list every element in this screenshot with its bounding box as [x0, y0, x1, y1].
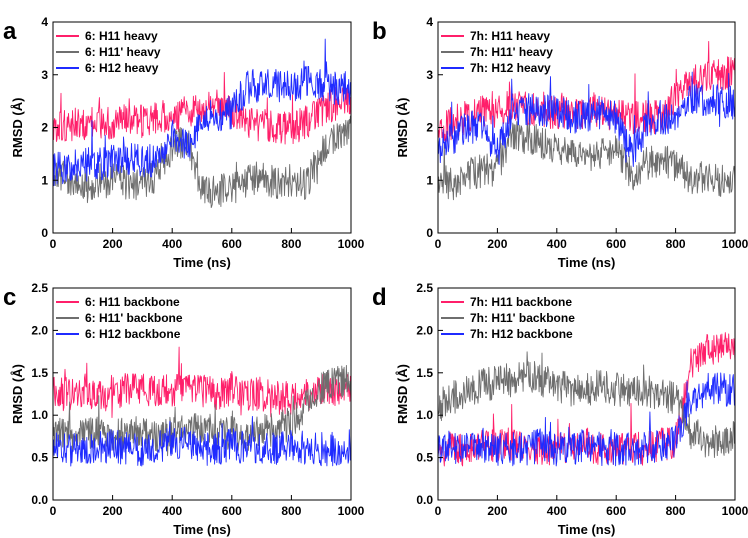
- y-tick-label: 2.5: [416, 281, 433, 295]
- x-tick-label: 1000: [722, 504, 748, 518]
- series-line-2: [53, 364, 351, 457]
- y-tick-label: 0.0: [31, 493, 48, 507]
- y-tick-label: 0.5: [416, 451, 433, 465]
- panel-b: b 0 200 400 600 800 1000 0 1 2 3 4 Time (ns) RMSD (Å)…: [372, 15, 748, 270]
- y-tick-label: 2.0: [31, 323, 48, 337]
- x-tick-label: 600: [606, 504, 626, 518]
- legend: 6: H11 backbone 6: H11' backbone 6: H12 ba…: [56, 295, 183, 341]
- panel-d: d 0 200 400 600 800 1000 0.0 0.5 1.0 1.5 2.0 2.5 Time…: [372, 281, 748, 537]
- x-tick-label: 400: [162, 504, 182, 518]
- panel-letter: d: [372, 284, 387, 311]
- series-line-2: [438, 351, 735, 458]
- traces: [53, 346, 351, 467]
- x-tick-label: 0: [50, 237, 57, 251]
- y-tick-label: 2.0: [416, 323, 433, 337]
- y-tick-label: 1: [41, 173, 48, 187]
- y-axis-title: RMSD (Å): [395, 364, 410, 424]
- y-tick-label: 4: [426, 15, 433, 29]
- legend-label: 7h: H12 backbone: [470, 327, 573, 341]
- y-tick-label: 0.0: [416, 493, 433, 507]
- x-tick-label: 600: [222, 237, 242, 251]
- x-axis-title: Time (ns): [558, 255, 616, 270]
- panel-c: c 0 200 400 600 800 1000 0.0 0.5 1.0 1.5 2.0 2.5 Time…: [3, 281, 365, 537]
- traces: [53, 38, 351, 209]
- plot-frame: [52, 287, 352, 501]
- series-line-3: [438, 372, 735, 467]
- legend-label: 7h: H12 heavy: [470, 61, 551, 75]
- series-line-3: [438, 71, 735, 167]
- x-tick-label: 400: [547, 504, 567, 518]
- x-tick-label: 0: [50, 504, 57, 518]
- legend-label: 6: H11 backbone: [85, 295, 180, 309]
- series-line-1: [53, 346, 351, 418]
- legend-label: 7h: H11 heavy: [470, 29, 550, 43]
- y-axis-title: RMSD (Å): [10, 364, 25, 424]
- x-tick-label: 0: [435, 237, 442, 251]
- x-tick-label: 600: [606, 237, 626, 251]
- x-tick-label: 200: [487, 504, 507, 518]
- y-axis-title: RMSD (Å): [395, 98, 410, 158]
- x-axis-title: Time (ns): [558, 522, 616, 537]
- x-axis-title: Time (ns): [173, 522, 231, 537]
- y-tick-label: 4: [41, 15, 48, 29]
- x-axis-title: Time (ns): [173, 255, 231, 270]
- y-axis-title: RMSD (Å): [10, 98, 25, 158]
- traces: [438, 40, 735, 201]
- traces: [438, 332, 735, 467]
- panel-letter: c: [3, 284, 16, 311]
- legend-label: 6: H11' heavy: [85, 45, 161, 59]
- x-tick-label: 1000: [338, 237, 365, 251]
- y-tick-label: 3: [41, 68, 48, 82]
- panel-letter: a: [3, 18, 17, 45]
- y-tick-label: 1.5: [416, 366, 433, 380]
- panel-letter: b: [372, 18, 387, 45]
- x-tick-label: 200: [103, 504, 123, 518]
- legend-label: 6: H12 heavy: [85, 61, 159, 75]
- y-tick-label: 2: [41, 121, 48, 135]
- y-tick-label: 1.0: [31, 408, 48, 422]
- legend: 7h: H11 heavy 7h: H11' heavy 7h: H12 heavy: [441, 29, 553, 75]
- y-tick-label: 2: [426, 121, 433, 135]
- y-tick-label: 1.0: [416, 408, 433, 422]
- x-tick-label: 1000: [722, 237, 748, 251]
- x-tick-label: 200: [103, 237, 123, 251]
- y-tick-label: 0.5: [31, 451, 48, 465]
- x-tick-label: 0: [435, 504, 442, 518]
- x-tick-label: 1000: [338, 504, 365, 518]
- x-tick-label: 800: [281, 237, 301, 251]
- legend: 6: H11 heavy 6: H11' heavy 6: H12 heavy: [56, 29, 161, 75]
- legend-label: 7h: H11' backbone: [470, 311, 575, 325]
- x-tick-label: 800: [666, 504, 686, 518]
- legend-label: 6: H11' backbone: [85, 311, 183, 325]
- x-tick-label: 600: [222, 504, 242, 518]
- x-tick-label: 800: [666, 237, 686, 251]
- legend-label: 6: H11 heavy: [85, 29, 158, 43]
- series-line-3: [53, 38, 351, 187]
- x-tick-label: 800: [281, 504, 301, 518]
- series-line-2: [438, 121, 735, 201]
- legend: 7h: H11 backbone 7h: H11' backbone 7h: H12…: [441, 295, 575, 341]
- x-tick-label: 400: [547, 237, 567, 251]
- legend-label: 7h: H11 backbone: [470, 295, 572, 309]
- y-tick-label: 0: [41, 226, 48, 240]
- y-tick-label: 1: [426, 173, 433, 187]
- y-tick-label: 0: [426, 226, 433, 240]
- x-tick-label: 200: [487, 237, 507, 251]
- y-tick-label: 1.5: [31, 366, 48, 380]
- y-tick-label: 3: [426, 68, 433, 82]
- legend-label: 6: H12 backbone: [85, 327, 181, 341]
- series-line-1: [53, 71, 351, 145]
- x-tick-label: 400: [162, 237, 182, 251]
- plot-frame: [437, 287, 736, 501]
- series-line-3: [53, 415, 351, 467]
- y-tick-label: 2.5: [31, 281, 48, 295]
- legend-label: 7h: H11' heavy: [470, 45, 553, 59]
- panel-a: a 0 200 400 600 800 1000 0 1 2 3 4 Time (ns) RMSD (Å)…: [3, 15, 365, 270]
